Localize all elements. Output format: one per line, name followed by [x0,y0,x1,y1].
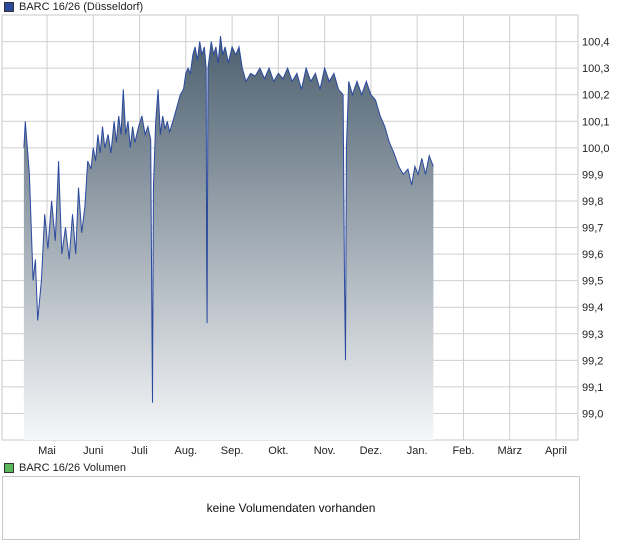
y-tick-label: 99,8 [582,196,603,208]
y-tick-label: 99,7 [582,223,603,235]
y-tick-label: 99,3 [582,329,603,341]
y-tick-label: 99,5 [582,276,603,288]
x-tick-label: Juni [83,445,103,457]
y-tick-label: 100,3 [582,63,610,75]
x-tick-label: Mai [38,445,56,457]
price-legend-label: BARC 16/26 (Düsseldorf) [19,1,144,13]
x-tick-label: Feb. [452,445,474,457]
x-tick-label: April [545,445,567,457]
y-axis: 100,4 100,3 100,2 100,1 100,0 99,9 99,8 99,7 99,… [582,37,610,421]
x-tick-label: Jan. [407,445,428,457]
y-tick-label: 99,2 [582,355,603,367]
y-tick-label: 100,2 [582,90,610,102]
price-chart: 100,4 100,3 100,2 100,1 100,0 99,9 99,8 99,7 99,… [1,14,610,457]
volume-panel: keine Volumendaten vorhanden [2,476,580,540]
x-tick-label: Okt. [268,445,288,457]
price-legend-swatch [4,2,14,12]
x-tick-label: Nov. [314,445,336,457]
volume-legend-swatch [4,463,14,473]
price-line [23,36,434,403]
y-tick-label: 99,0 [582,408,603,420]
price-legend: BARC 16/26 (Düsseldorf) [4,0,143,14]
x-tick-label: Dez. [360,445,383,457]
y-tick-label: 100,1 [582,116,610,128]
price-area [23,36,434,440]
x-tick-label: Aug. [174,445,197,457]
x-tick-label: Sep. [221,445,244,457]
x-axis: Mai Juni Juli Aug. Sep. Okt. Nov. Dez. Jan. Feb. M… [38,445,567,457]
volume-empty-message: keine Volumendaten vorhanden [206,501,376,515]
y-tick-label: 100,4 [582,37,610,49]
y-tick-label: 99,9 [582,169,603,181]
y-tick-label: 100,0 [582,143,610,155]
y-tick-label: 99,4 [582,302,603,314]
x-tick-label: Juli [131,445,148,457]
x-tick-label: März [498,445,522,457]
volume-legend: BARC 16/26 Volumen [4,461,126,475]
volume-legend-label: BARC 16/26 Volumen [19,462,127,474]
y-tick-label: 99,6 [582,249,603,261]
y-tick-label: 99,1 [582,382,603,394]
